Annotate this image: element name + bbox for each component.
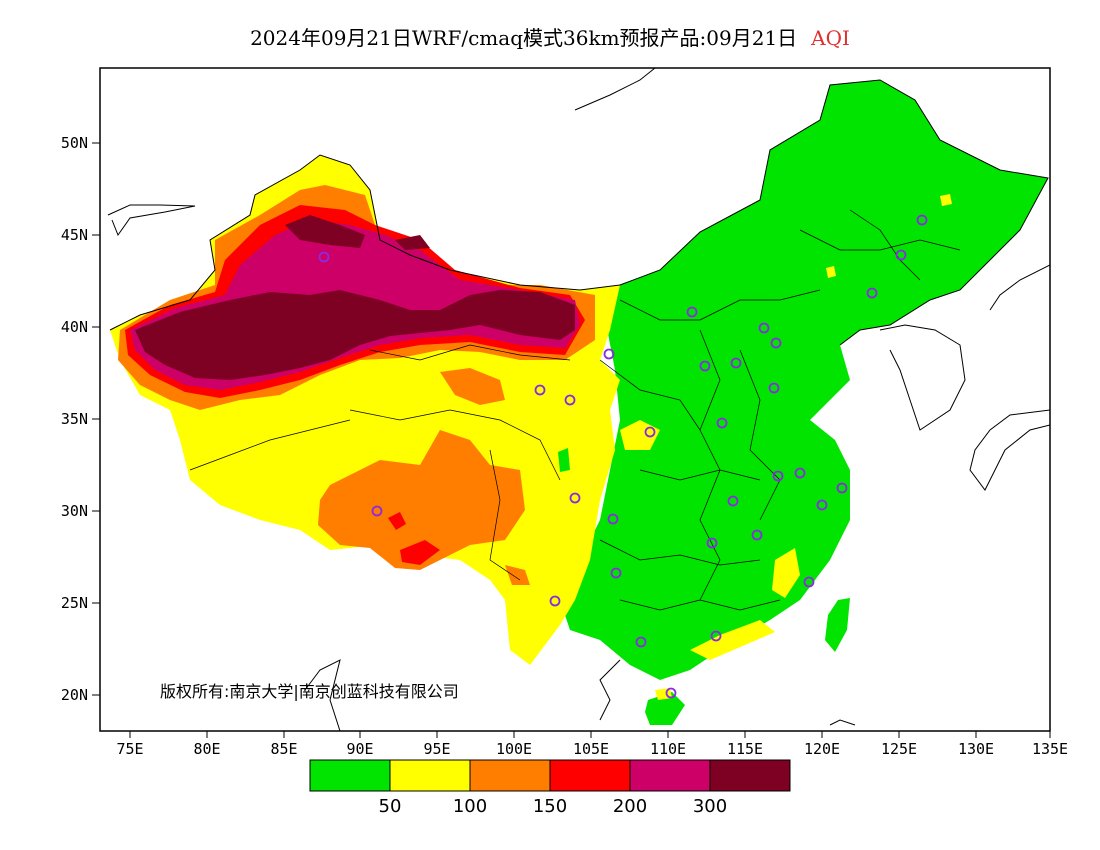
aqi-spot-yellow-fujian <box>772 548 800 598</box>
legend-swatch-5 <box>710 760 790 791</box>
aqi-region-hainan <box>645 692 685 725</box>
lon-label: 110E <box>650 740 686 758</box>
station-marker <box>564 394 576 406</box>
station-marker <box>836 482 848 494</box>
station-marker <box>758 322 770 334</box>
station-marker <box>699 360 711 372</box>
lon-ticks <box>129 731 1051 738</box>
station-marker <box>603 348 615 360</box>
station-markers <box>318 214 928 699</box>
station-marker <box>610 567 622 579</box>
lat-label: 50N <box>61 134 88 152</box>
aqi-spot-yellow-ne2 <box>940 194 952 206</box>
legend-swatch-4 <box>630 760 710 791</box>
aqi-spot-yellow-hainan <box>655 688 672 700</box>
aqi-spot-green-sichuan <box>558 448 570 472</box>
station-marker <box>686 306 698 318</box>
station-marker <box>710 630 722 642</box>
legend-swatch-1 <box>390 760 470 791</box>
station-marker <box>730 357 742 369</box>
station-marker <box>794 467 806 479</box>
station-marker <box>816 499 828 511</box>
legend-threshold: 100 <box>453 796 487 817</box>
aqi-region-maroon-tarim <box>135 290 575 380</box>
lon-labels: 75E 80E 85E 90E 95E 100E 105E 110E 115E … <box>116 740 1068 758</box>
aqi-region-orange-sichuan-patch <box>440 368 505 405</box>
station-marker <box>916 214 928 226</box>
lon-label: 90E <box>346 740 373 758</box>
title-main: 2024年09月21日WRF/cmaq模式36km预报产品:09月21日 <box>250 26 798 50</box>
station-marker <box>768 382 780 394</box>
station-marker <box>635 636 647 648</box>
aqi-region-red-tibet <box>388 512 406 530</box>
lat-label: 35N <box>61 410 88 428</box>
aqi-region-orange-tibet <box>318 430 525 570</box>
coastlines <box>107 68 1050 731</box>
lon-label: 85E <box>270 740 297 758</box>
lon-label: 105E <box>573 740 609 758</box>
station-marker <box>727 495 739 507</box>
aqi-region-red-southtibet <box>400 540 440 565</box>
lat-labels: 50N 45N 40N 35N 30N 25N 20N <box>61 134 88 704</box>
station-marker <box>318 251 330 263</box>
station-marker <box>706 537 718 549</box>
station-marker <box>644 426 656 438</box>
title-variable: AQI <box>811 26 850 50</box>
aqi-spot-yellow-guangdong <box>690 620 775 660</box>
legend: 50 100 150 200 300 <box>309 759 791 817</box>
china-border <box>109 79 1049 346</box>
station-marker <box>569 492 581 504</box>
aqi-spot-yellow-ne <box>826 266 836 278</box>
station-marker <box>770 337 782 349</box>
station-marker <box>866 287 878 299</box>
station-marker <box>549 595 561 607</box>
aqi-region-maroon-east <box>395 235 430 250</box>
station-marker <box>772 470 784 482</box>
aqi-region-maroon-junggar <box>285 215 365 248</box>
lon-label: 125E <box>881 740 917 758</box>
station-marker <box>895 249 907 261</box>
province-borders <box>189 209 961 611</box>
lon-label: 75E <box>116 740 143 758</box>
lon-label: 95E <box>423 740 450 758</box>
legend-threshold: 50 <box>379 796 402 817</box>
legend-swatch-0 <box>310 760 390 791</box>
aqi-region-taiwan <box>825 598 850 652</box>
station-marker <box>665 687 677 699</box>
lon-label: 100E <box>496 740 532 758</box>
map-title: 2024年09月21日WRF/cmaq模式36km预报产品:09月21日 AQI <box>0 22 1100 51</box>
station-marker <box>534 384 546 396</box>
legend-swatch-2 <box>470 760 550 791</box>
lon-label: 80E <box>193 740 220 758</box>
legend-threshold: 200 <box>613 796 647 817</box>
lat-label: 45N <box>61 226 88 244</box>
copyright-text: 版权所有:南京大学|南京创蓝科技有限公司 <box>160 682 459 701</box>
lon-label: 115E <box>727 740 763 758</box>
legend-threshold: 150 <box>533 796 567 817</box>
lon-label: 135E <box>1032 740 1068 758</box>
legend-swatch-3 <box>550 760 630 791</box>
lon-label: 120E <box>804 740 840 758</box>
aqi-region-green <box>560 80 1048 680</box>
legend-threshold: 300 <box>693 796 727 817</box>
lat-label: 20N <box>61 686 88 704</box>
aqi-region-orange-yunnan-patch <box>505 565 530 585</box>
station-marker <box>716 417 728 429</box>
lat-ticks <box>92 142 100 696</box>
lat-label: 30N <box>61 502 88 520</box>
station-marker <box>751 529 763 541</box>
lat-label: 25N <box>61 594 88 612</box>
station-marker <box>371 505 383 517</box>
station-marker <box>803 576 815 588</box>
station-marker <box>607 513 619 525</box>
lat-label: 40N <box>61 318 88 336</box>
lon-label: 130E <box>958 740 994 758</box>
